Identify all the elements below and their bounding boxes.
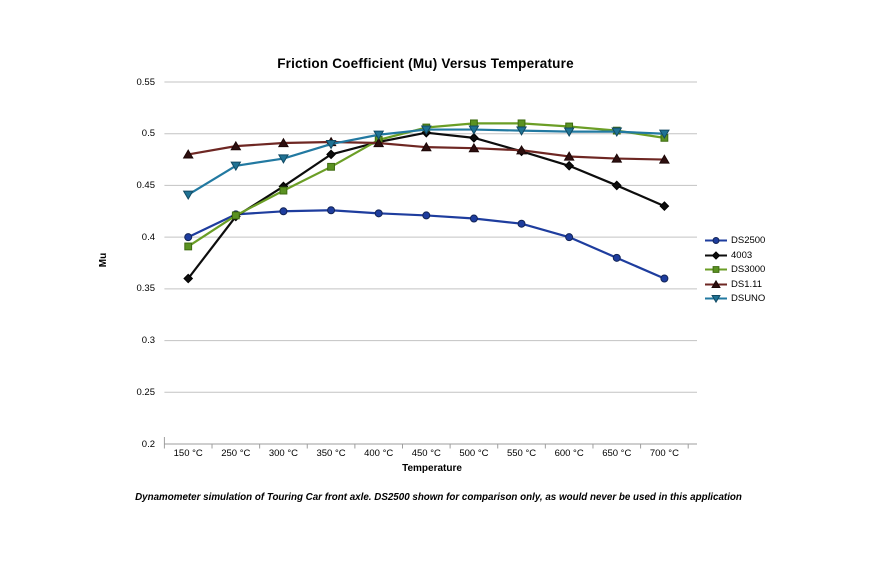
y-tick-label: 0.45: [136, 179, 156, 191]
x-tick-label: 600 °C: [554, 448, 584, 459]
legend-marker-icon: [705, 266, 727, 274]
data-point-DS1.11: [230, 140, 242, 151]
legend-item-DSUNO: DSUNO: [705, 293, 765, 304]
legend: DS2500 4003 DS3000 DS1.11 DSUNO: [705, 235, 765, 304]
data-point-DSUNO: [325, 139, 337, 150]
data-point-DS1.11: [182, 149, 194, 159]
chart-title: Friction Coefficient (Mu) Versus Tempera…: [277, 56, 574, 71]
legend-label: DS3000: [731, 264, 766, 276]
data-point-DS2500: [469, 214, 478, 223]
data-point-4003: [564, 160, 575, 171]
data-point-DSUNO: [611, 127, 623, 137]
data-point-DSUNO: [230, 161, 242, 172]
legend-label: DS2500: [731, 235, 766, 246]
x-tick-label: 400 °C: [364, 448, 394, 459]
data-point-DS3000: [231, 211, 240, 220]
data-point-DS2500: [279, 207, 288, 216]
data-point-DS1.11: [516, 144, 528, 155]
x-tick-label: 650 °C: [602, 448, 632, 459]
y-tick-label: 0.4: [141, 231, 155, 243]
legend-item-DS2500: DS2500: [705, 235, 765, 246]
legend-item-DS1.11: DS1.11: [705, 279, 765, 290]
data-point-DSUNO: [182, 190, 194, 201]
data-point-DS2500: [517, 219, 526, 228]
legend-marker-icon: [705, 250, 727, 260]
y-tick-label: 0.25: [136, 386, 156, 398]
series-line-4003: [187, 131, 666, 280]
data-point-4003: [611, 180, 622, 191]
series-line-DS2500: [187, 209, 666, 280]
data-point-DS1.11: [563, 151, 575, 161]
data-point-DSUNO: [563, 127, 575, 137]
chart-caption: Dynamometer simulation of Touring Car fr…: [135, 492, 742, 503]
data-point-DS1.11: [468, 142, 480, 153]
data-point-4003: [469, 132, 479, 143]
x-tick-label: 300 °C: [268, 448, 299, 459]
data-point-DS3000: [517, 119, 526, 128]
x-axis-title: Temperature: [402, 463, 462, 474]
legend-marker-icon: [705, 295, 727, 304]
legend-item-DS3000: DS3000: [705, 264, 765, 275]
x-tick-label: 150 °C: [173, 448, 203, 459]
data-point-DS2500: [327, 206, 336, 215]
data-point-4003: [326, 149, 336, 160]
data-point-DS1.11: [611, 153, 623, 163]
data-point-DS3000: [279, 186, 288, 195]
data-point-DS3000: [184, 242, 193, 251]
data-point-DSUNO: [373, 130, 385, 141]
data-point-4003: [659, 201, 670, 212]
data-point-DSUNO: [420, 125, 432, 135]
legend-label: DS1.11: [731, 278, 762, 290]
series-line-DS3000: [187, 122, 666, 248]
data-point-DSUNO: [658, 129, 670, 140]
data-point-DS2500: [612, 253, 621, 262]
data-point-DS2500: [565, 233, 574, 242]
data-point-DSUNO: [468, 125, 480, 135]
y-axis-title: Mu: [98, 252, 109, 268]
legend-item-4003: 4003: [705, 250, 765, 261]
legend-label: 4003: [731, 249, 753, 261]
data-point-DS1.11: [373, 137, 385, 148]
y-tick-label: 0.3: [141, 335, 155, 347]
legend-marker: [711, 250, 721, 260]
x-tick-label: 550 °C: [506, 448, 537, 459]
data-point-DS2500: [660, 274, 669, 283]
data-point-DSUNO: [516, 126, 528, 136]
data-point-DS1.11: [420, 141, 432, 152]
y-tick-label: 0.5: [141, 128, 155, 140]
x-tick-label: 500 °C: [459, 448, 489, 459]
legend-label: DSUNO: [731, 293, 766, 305]
legend-marker: [711, 279, 721, 288]
data-point-DS3000: [327, 162, 335, 171]
legend-marker-icon: [705, 279, 727, 288]
legend-marker: [711, 295, 721, 304]
data-point-DS2500: [422, 211, 431, 220]
y-tick-label: 0.2: [141, 438, 155, 450]
x-tick-label: 250 °C: [221, 448, 251, 459]
x-tick-label: 700 °C: [649, 448, 679, 459]
data-point-DS1.11: [277, 137, 289, 148]
data-point-DS2500: [184, 233, 193, 242]
data-point-DS2500: [374, 209, 383, 218]
data-point-4003: [183, 273, 194, 284]
legend-marker: [712, 266, 720, 274]
data-point-DSUNO: [277, 154, 289, 164]
x-tick-label: 350 °C: [316, 448, 346, 459]
legend-marker-icon: [705, 237, 727, 244]
legend-marker: [712, 237, 720, 244]
data-point-DS1.11: [658, 154, 670, 164]
y-tick-label: 0.55: [136, 76, 156, 88]
y-tick-label: 0.35: [136, 283, 156, 295]
x-tick-label: 450 °C: [411, 448, 441, 459]
